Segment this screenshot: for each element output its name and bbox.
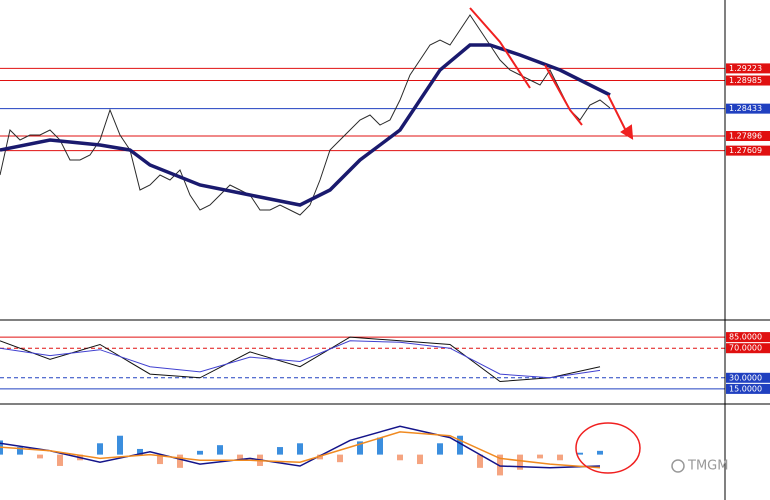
histogram-bar: [437, 443, 443, 455]
histogram-bar: [597, 450, 603, 455]
histogram-bar: [537, 454, 543, 459]
level-label: 85.0000: [729, 333, 762, 342]
histogram-bar: [97, 443, 103, 455]
level-label-box: [726, 145, 770, 156]
histogram-bar: [197, 450, 203, 455]
series-line: [0, 14, 611, 216]
annotations: [469, 7, 641, 474]
histogram-bar: [177, 454, 183, 468]
series-line: [0, 43, 611, 207]
level-label: 30.0000: [729, 373, 762, 382]
histogram-bar: [137, 448, 143, 455]
histogram-bar: [157, 454, 163, 465]
level-label: 1.27609: [729, 146, 762, 155]
zigzag-arrow: [469, 7, 531, 89]
watermark-logo: [671, 459, 685, 473]
level-label-box: [726, 103, 770, 114]
histogram-bar: [377, 437, 383, 455]
level-label: 1.28985: [729, 76, 762, 85]
histogram-bar: [297, 443, 303, 455]
highlight-circle: [575, 422, 641, 474]
level-label-box: [726, 75, 770, 86]
series-line: [0, 336, 601, 383]
histogram-bar: [417, 454, 423, 465]
level-label-box: [726, 63, 770, 74]
histogram-bar: [117, 435, 123, 455]
zigzag-arrow: [544, 64, 583, 126]
histogram-bar: [557, 454, 563, 461]
level-label-box: [726, 332, 770, 343]
level-label-box: [726, 131, 770, 142]
histogram-bar: [517, 454, 523, 470]
histogram-bar: [357, 441, 363, 455]
arrow-head: [620, 124, 634, 140]
axes: 1.29223 1.28985 1.28433 1.27896 1.27609 85.00…: [726, 63, 770, 394]
plot: [0, 14, 725, 476]
level-label: 1.29223: [729, 64, 762, 73]
histogram-bar: [397, 454, 403, 461]
level-label-box: [726, 343, 770, 354]
level-label-box: [726, 372, 770, 383]
histogram-bar: [17, 447, 23, 455]
series-line: [0, 431, 601, 469]
level-label: 70.0000: [729, 344, 762, 353]
forecast-arrow: [607, 94, 629, 136]
histogram-bar: [577, 452, 583, 455]
histogram-bar: [57, 454, 63, 466]
level-label: 1.27896: [729, 132, 762, 141]
histogram-bar: [37, 454, 43, 459]
histogram-bar: [477, 454, 483, 468]
histogram-bar: [457, 435, 463, 455]
histogram-bar: [497, 454, 503, 476]
level-label: 1.28433: [729, 104, 762, 113]
level-label-box: [726, 383, 770, 394]
series-line: [0, 340, 601, 379]
histogram-bar: [337, 454, 343, 463]
histogram-bar: [217, 445, 223, 455]
watermark: TMGM: [687, 459, 728, 474]
histogram-bar: [317, 454, 323, 460]
series-line: [0, 425, 601, 469]
histogram-bar: [277, 447, 283, 455]
histogram-bar: [237, 454, 243, 461]
level-label: 15.0000: [729, 384, 762, 393]
